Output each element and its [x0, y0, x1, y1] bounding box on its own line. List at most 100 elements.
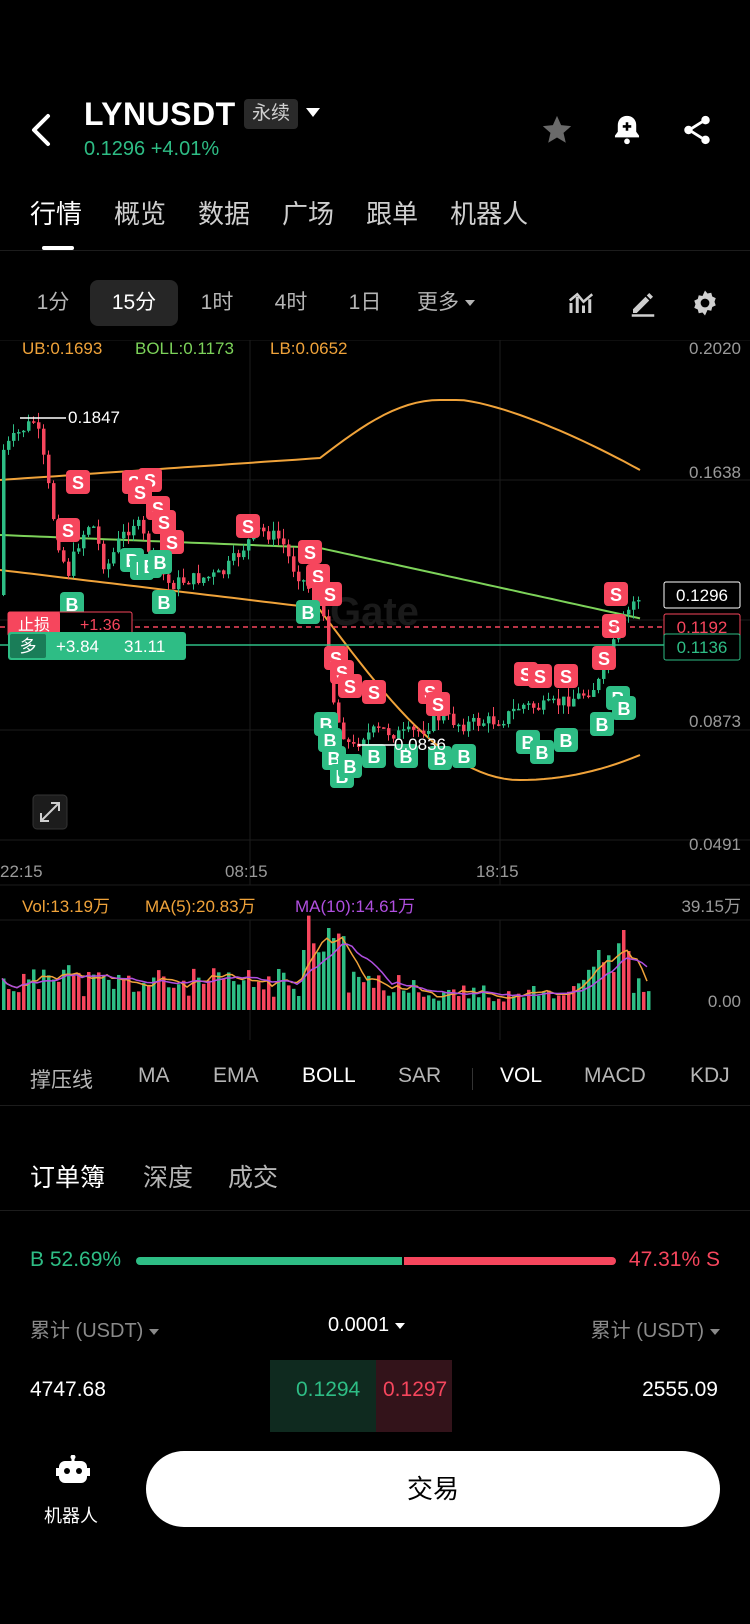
candle-body — [512, 708, 516, 712]
candle-body — [27, 421, 31, 431]
tab-trades[interactable]: 成交 — [228, 1164, 279, 1192]
candle-body — [542, 700, 546, 710]
settings-gear-icon[interactable] — [690, 288, 720, 318]
bid-depth-bar — [270, 1360, 376, 1432]
indicator-boll[interactable]: BOLL — [302, 1064, 356, 1087]
star-icon[interactable] — [540, 113, 574, 147]
timeframe-4h[interactable]: 4时 — [274, 291, 308, 314]
vol-top-tick: 39.15万 — [681, 897, 741, 916]
volume-bar — [392, 992, 396, 1010]
boll-lb-label: LB:0.0652 — [270, 340, 348, 358]
volume-bar — [242, 980, 246, 1010]
indicator-macd[interactable]: MACD — [584, 1064, 646, 1087]
timeframe-15m[interactable]: 15分 — [90, 280, 178, 326]
bid-total-header[interactable]: 累计 (USDT) — [30, 1314, 160, 1343]
bell-plus-icon[interactable] — [610, 113, 644, 147]
candle-body — [177, 577, 181, 590]
candlestick-chart[interactable]: Gate SSSSSSSSSSSSSSSSSSSSSSSSSBBBBBBBBBB… — [0, 340, 750, 1070]
candle-body — [42, 428, 46, 455]
volume-bar — [417, 992, 421, 1010]
volume-bar — [177, 984, 181, 1010]
candle-body — [537, 707, 541, 710]
candle-body — [37, 422, 41, 429]
indicator-ema[interactable]: EMA — [213, 1064, 259, 1087]
indicator-ma[interactable]: MA — [138, 1064, 170, 1087]
candle-body — [52, 483, 56, 520]
tab-copy-trade[interactable]: 跟单 — [366, 199, 419, 229]
volume-bar — [462, 985, 466, 1010]
current-price-tag-box — [663, 581, 741, 609]
buy-marker — [554, 728, 578, 752]
volume-bar — [27, 979, 31, 1010]
tab-depth[interactable]: 深度 — [143, 1164, 194, 1192]
candle-body — [122, 531, 126, 539]
volume-bar — [547, 990, 551, 1010]
sell-marker-label: S — [166, 533, 178, 553]
tab-square[interactable]: 广场 — [282, 199, 335, 229]
trade-button[interactable]: 交易 — [146, 1451, 720, 1527]
volume-bar — [217, 972, 221, 1010]
candle-body — [557, 698, 561, 706]
indicator-kdj[interactable]: KDJ — [690, 1064, 730, 1087]
volume-bar — [32, 969, 36, 1010]
candle-body — [292, 556, 296, 572]
volume-bar — [127, 975, 131, 1010]
tab-orderbook[interactable]: 订单簿 — [30, 1164, 106, 1192]
indicator-support-resistance[interactable]: 撑压线 — [30, 1069, 93, 1092]
robot-label[interactable]: 机器人 — [44, 1506, 98, 1526]
volume-bar — [382, 990, 386, 1010]
boll-upper-line — [0, 399, 641, 481]
precision-select[interactable]: 0.0001 — [328, 1314, 406, 1337]
tab-overview[interactable]: 概览 — [114, 199, 167, 229]
timeframe-1d[interactable]: 1日 — [348, 291, 382, 314]
ask-total-header[interactable]: 累计 (USDT) — [591, 1314, 720, 1343]
trade-markers: SSSSSSSSSSSSSSSSSSSSSSSSSBBBBBBBBBBBBBBB… — [56, 468, 636, 788]
vol-bottom-tick: 0.00 — [708, 992, 741, 1011]
y-tick: 0.0873 — [689, 712, 741, 731]
sell-marker-label: S — [72, 473, 84, 493]
indicator-sar[interactable]: SAR — [398, 1064, 442, 1087]
volume-bar — [102, 975, 106, 1010]
bid-price[interactable]: 0.1294 — [296, 1378, 361, 1401]
volume-bar — [477, 997, 481, 1010]
chart-type-icon[interactable] — [566, 288, 596, 318]
candle-body — [637, 600, 641, 602]
chevron-down-icon — [149, 1328, 160, 1335]
candle-body — [77, 548, 81, 552]
volume-bar — [82, 996, 86, 1010]
draw-tool-icon[interactable] — [628, 288, 658, 318]
fullscreen-expand-icon — [32, 794, 68, 830]
bid-total-header-label: 累计 (USDT) — [30, 1320, 144, 1342]
contract-type-badge: 永续 — [244, 99, 299, 129]
robot-icon[interactable] — [56, 1455, 90, 1487]
volume-bar — [162, 976, 166, 1010]
volume-bar — [222, 979, 226, 1010]
symbol-dropdown-icon[interactable] — [306, 108, 320, 117]
symbol-title[interactable]: LYNUSDT — [84, 96, 236, 132]
timeframe-1m[interactable]: 1分 — [36, 291, 70, 314]
candle-body — [402, 729, 406, 731]
volume-bar — [617, 943, 621, 1010]
tab-data[interactable]: 数据 — [198, 199, 251, 229]
candle-body — [107, 563, 111, 570]
ask-price[interactable]: 0.1297 — [383, 1378, 448, 1401]
tab-market[interactable]: 行情 — [30, 199, 83, 229]
volume-bar — [442, 992, 446, 1010]
buy-marker-label: B — [560, 731, 573, 751]
volume-bar — [252, 986, 256, 1010]
tab-bot[interactable]: 机器人 — [450, 199, 529, 229]
volume-bar — [552, 998, 556, 1010]
timeframe-1h[interactable]: 1时 — [200, 291, 234, 314]
volume-bar — [122, 978, 126, 1010]
volume-bar — [182, 980, 186, 1010]
volume-bar — [207, 980, 211, 1010]
buy-marker — [362, 744, 386, 768]
timeframe-more[interactable]: 更多 — [408, 280, 484, 326]
sell-marker — [554, 664, 578, 688]
candle-body — [412, 726, 416, 730]
share-icon[interactable] — [680, 113, 714, 147]
candle-body — [487, 716, 491, 724]
x-tick: 22:15 — [0, 862, 43, 881]
indicator-vol[interactable]: VOL — [500, 1064, 543, 1087]
back-arrow-icon[interactable] — [26, 110, 56, 150]
